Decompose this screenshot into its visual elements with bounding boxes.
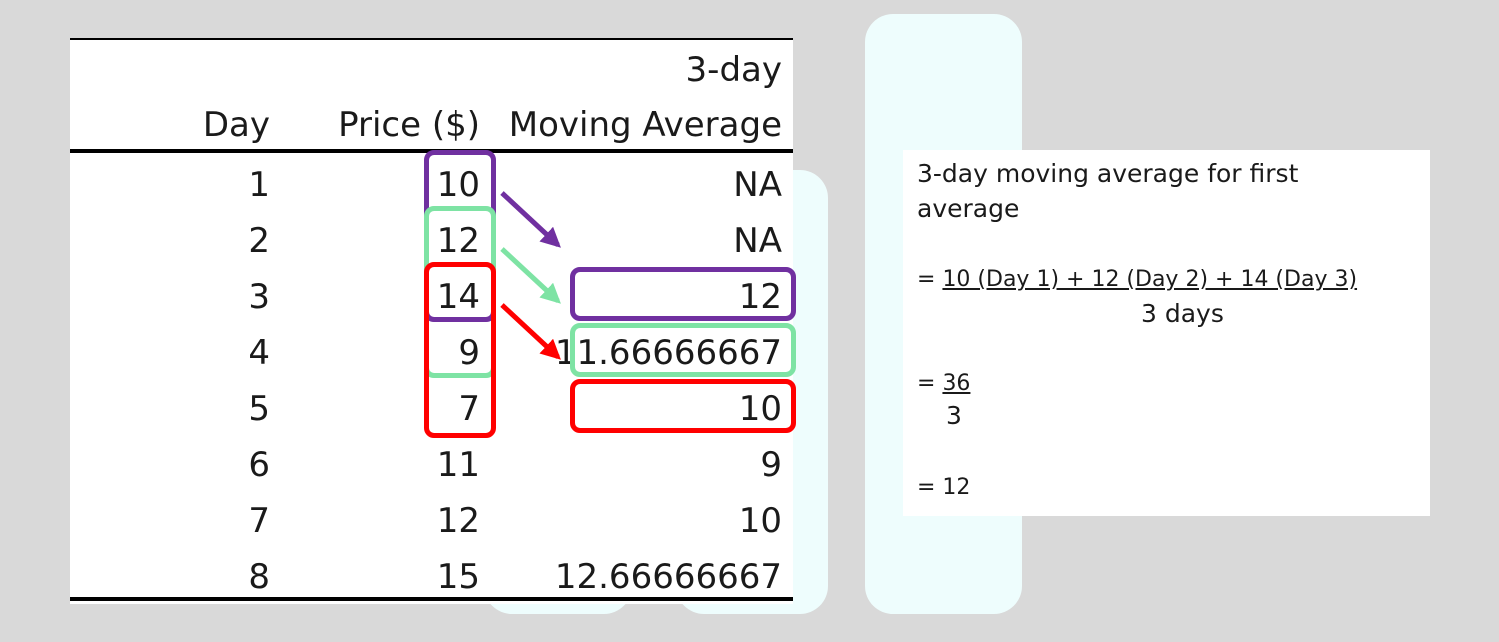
eq1-numerator: 10 (Day 1) + 12 (Day 2) + 14 (Day 3) [942, 267, 1358, 292]
calc-result: = 12 [917, 475, 971, 500]
day-cell: 6 [248, 445, 270, 485]
day-cell: 3 [248, 277, 270, 317]
header-day: Day [202, 105, 270, 145]
moving-average-cell: 12.66666667 [554, 557, 782, 597]
eq2-denominator: 3 [946, 401, 962, 430]
moving-average-table: 3-day Day Price ($) Moving Average 1 10 NA… [70, 38, 796, 604]
price-cell: 7 [458, 389, 480, 429]
day-cell: 4 [248, 333, 270, 373]
result-box-green [570, 323, 796, 377]
price-cell: 14 [436, 277, 480, 317]
moving-average-cell: 9 [760, 445, 782, 485]
day-cell: 2 [248, 221, 270, 261]
price-cell: 15 [436, 557, 480, 597]
header-moving-average: Moving Average [508, 105, 782, 145]
eq2-line: = 36 [917, 368, 970, 400]
eq1-denominator: 3 days [1141, 299, 1224, 328]
header-3-day: 3-day [685, 50, 782, 90]
calculation-card: 3-day moving average for first average =… [903, 150, 1430, 516]
moving-average-cell: NA [733, 165, 782, 205]
day-cell: 1 [248, 165, 270, 205]
moving-average-cell: NA [733, 221, 782, 261]
eq1-line: = 10 (Day 1) + 12 (Day 2) + 14 (Day 3) [917, 264, 1357, 296]
result-box-red [570, 379, 796, 433]
price-cell: 11 [436, 445, 480, 485]
price-cell: 9 [458, 333, 480, 373]
table-bottom-rule [70, 597, 793, 601]
price-cell: 10 [436, 165, 480, 205]
table-top-rule [70, 38, 793, 40]
calc-title-line2: average [917, 194, 1020, 223]
result-box-purple [570, 267, 796, 321]
price-window-box-red [424, 262, 496, 438]
price-cell: 12 [436, 501, 480, 541]
eq1-prefix: = [917, 267, 943, 292]
moving-average-cell: 11.66666667 [554, 333, 782, 373]
price-cell: 12 [436, 221, 480, 261]
eq2-prefix: = [917, 371, 943, 396]
day-cell: 7 [248, 501, 270, 541]
day-cell: 8 [248, 557, 270, 597]
moving-average-cell: 10 [738, 501, 782, 541]
calc-title-line1: 3-day moving average for first [917, 159, 1299, 188]
moving-average-cell: 10 [738, 389, 782, 429]
moving-average-cell: 12 [738, 277, 782, 317]
eq2-numerator: 36 [942, 371, 971, 396]
header-price: Price ($) [338, 105, 480, 145]
day-cell: 5 [248, 389, 270, 429]
